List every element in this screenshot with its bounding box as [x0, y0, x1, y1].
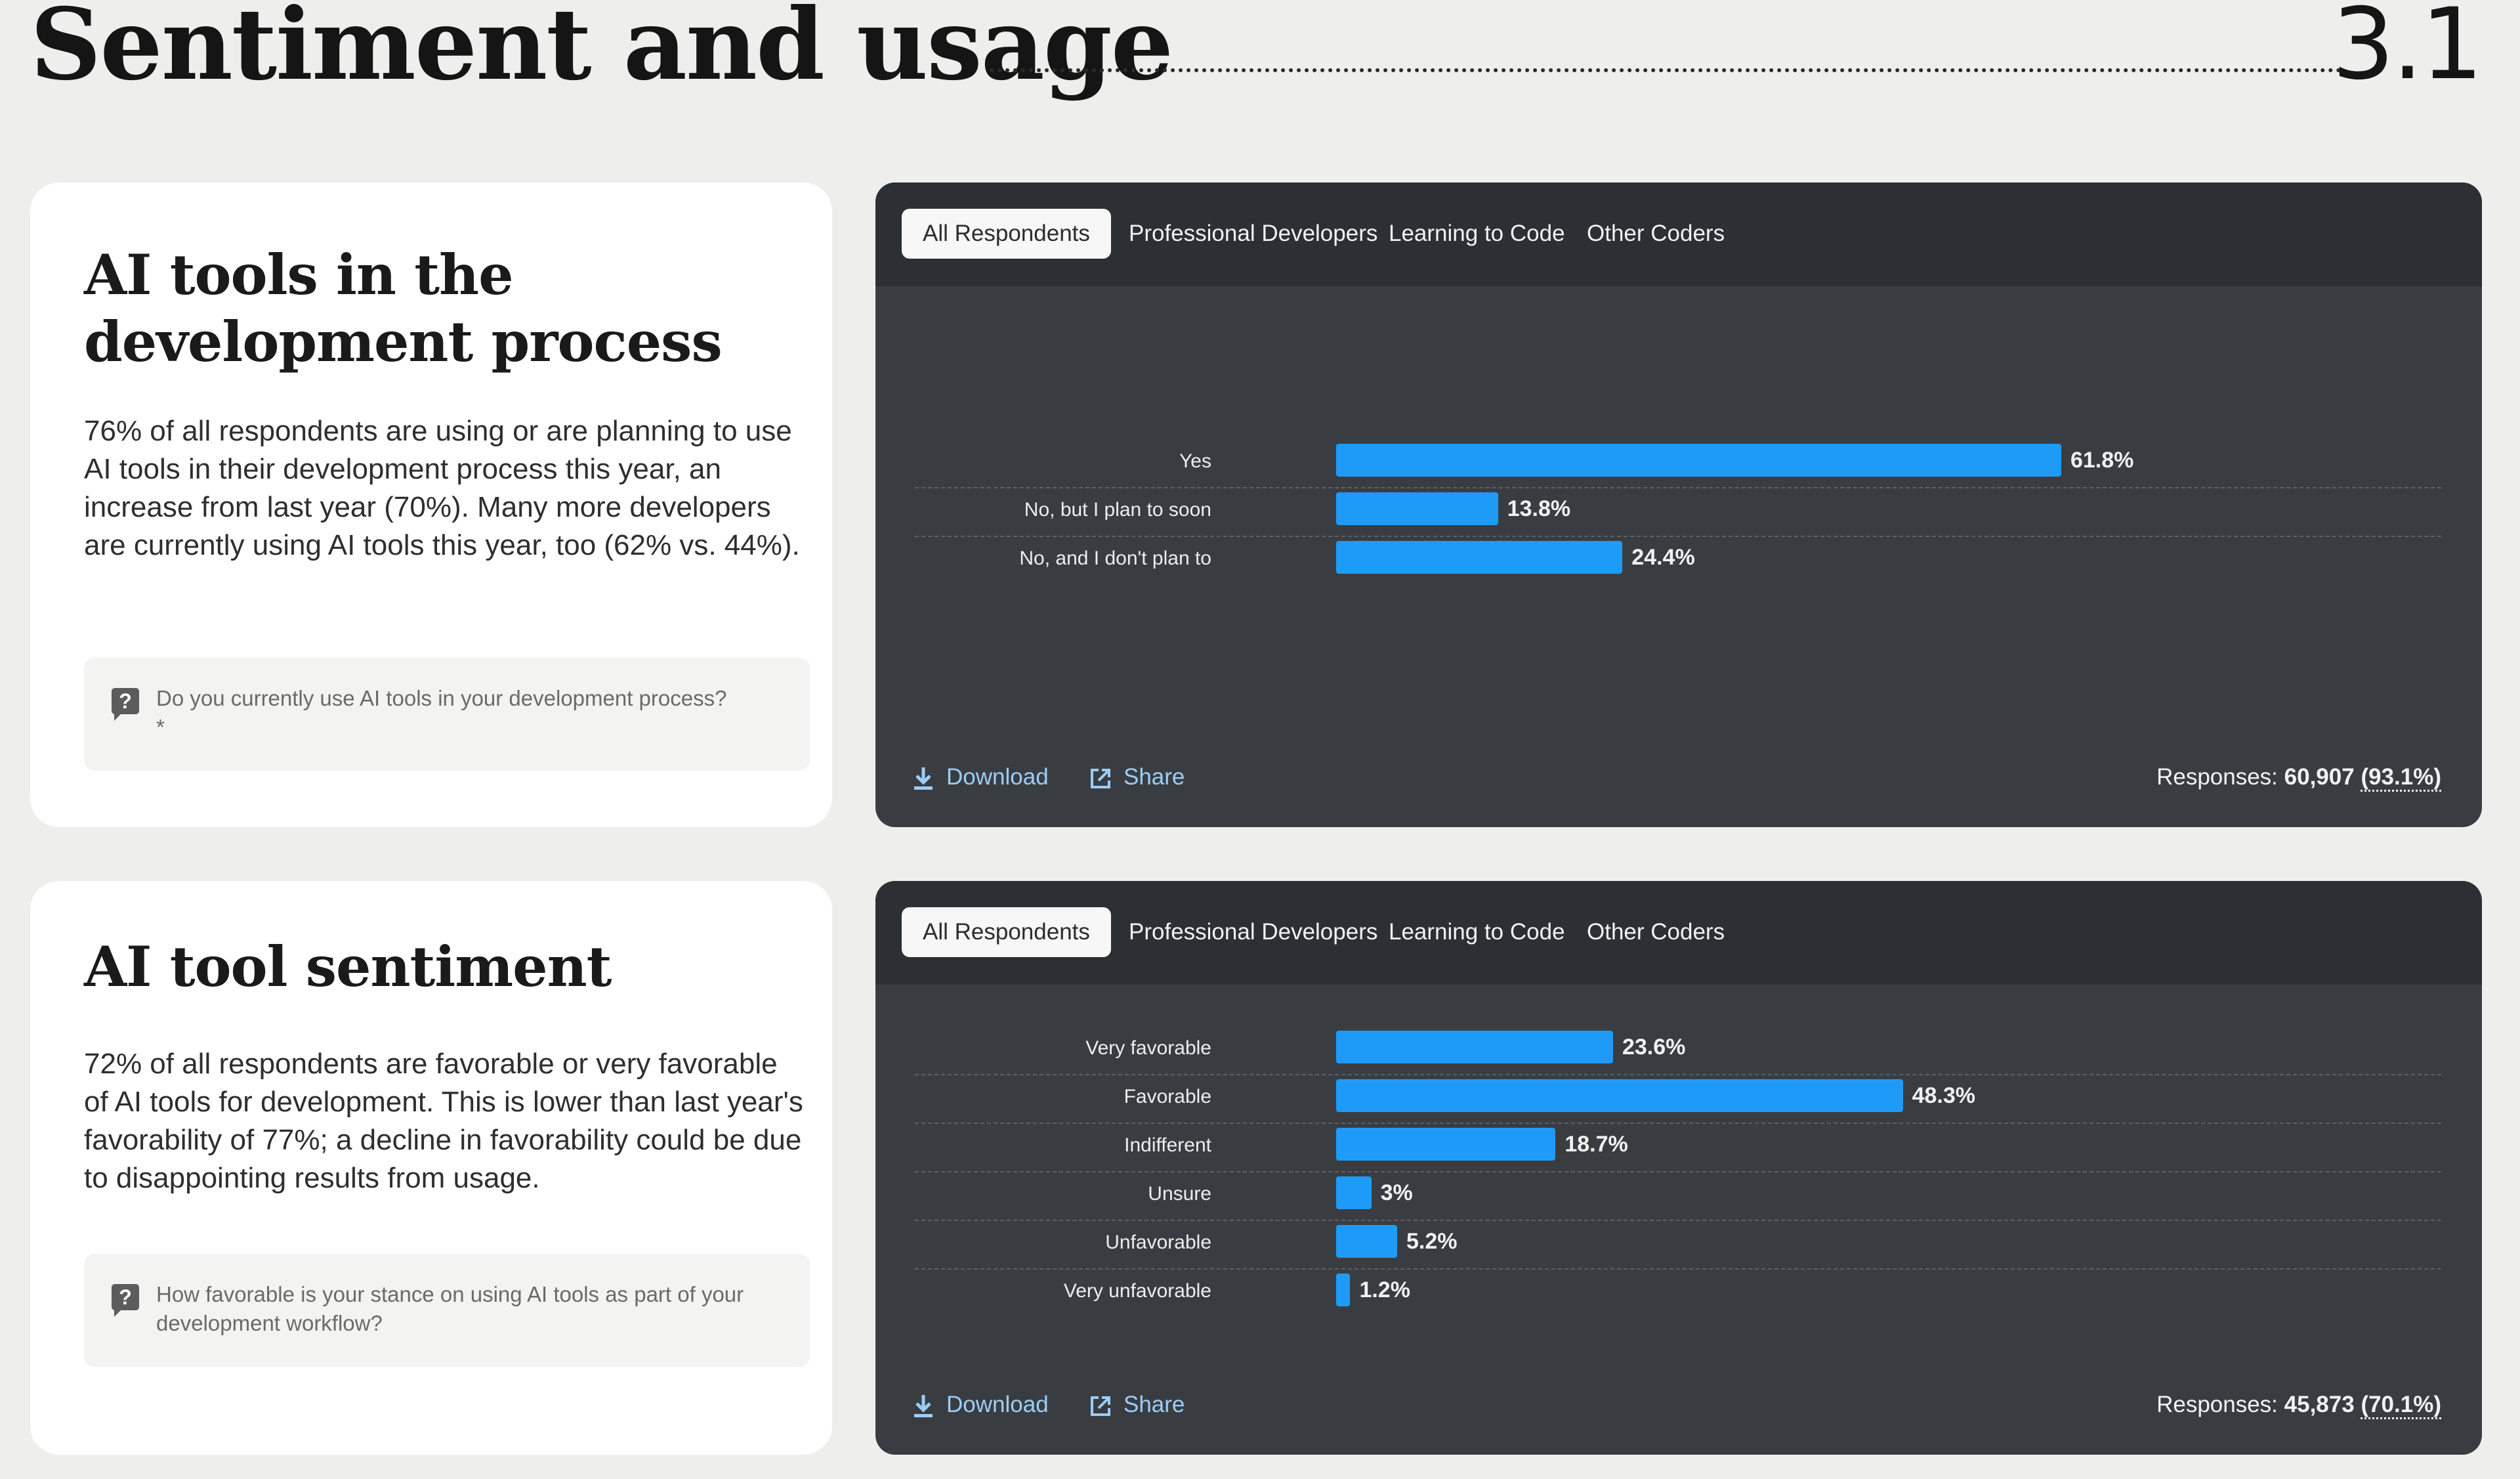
chart-row: Unsure 3% — [915, 1172, 2441, 1221]
bar-category-label: Indifferent — [1124, 1134, 1211, 1156]
bar[interactable] — [1336, 1128, 1556, 1161]
bar[interactable] — [1336, 1079, 1903, 1112]
chart-row: Yes 61.8% — [915, 440, 2441, 488]
row-separator — [915, 1268, 2441, 1270]
tab-professional-developers[interactable]: Professional Developers — [1129, 221, 1378, 246]
bar-category-label: Yes — [1179, 450, 1211, 472]
tab-learning-to-code[interactable]: Learning to Code — [1389, 221, 1565, 246]
chart-row: No, and I don't plan to 24.4% — [915, 537, 2441, 586]
bar-value-label: 3% — [1380, 1180, 1413, 1205]
share-button[interactable]: Share — [1089, 1385, 1185, 1425]
download-button[interactable]: Download — [912, 758, 1049, 797]
section-number: 3.1 — [2332, 0, 2483, 102]
row-separator — [915, 487, 2441, 488]
responses-summary: Responses: 45,873 (70.1%) — [2156, 1385, 2441, 1425]
chart-row: Favorable 48.3% — [915, 1075, 2441, 1124]
share-icon — [1091, 1396, 1110, 1416]
bar-value-label: 5.2% — [1406, 1229, 1458, 1254]
download-icon — [914, 767, 933, 790]
bar[interactable] — [1336, 1031, 1613, 1063]
chart-row: Very unfavorable 1.2% — [915, 1270, 2441, 1318]
bar[interactable] — [1336, 1176, 1372, 1209]
bar[interactable] — [1336, 1225, 1397, 1258]
survey-question-text: Do you currently use AI tools in your de… — [156, 686, 727, 739]
chart-row: Very favorable 23.6% — [915, 1027, 2441, 1075]
chart-row: Indifferent 18.7% — [915, 1124, 2441, 1172]
survey-question-text: How favorable is your stance on using AI… — [156, 1282, 744, 1335]
row-separator — [915, 1123, 2441, 1124]
share-button[interactable]: Share — [1089, 758, 1185, 797]
bar[interactable] — [1336, 492, 1498, 525]
bar-value-label: 18.7% — [1564, 1132, 1628, 1157]
download-button[interactable]: Download — [912, 1385, 1049, 1425]
tab-all-respondents[interactable]: All Respondents — [902, 209, 1111, 259]
share-icon — [1091, 768, 1110, 788]
bar-value-label: 13.8% — [1507, 496, 1571, 521]
section-description: 72% of all respondents are favorable or … — [84, 1048, 803, 1194]
bar-value-label: 61.8% — [2070, 448, 2134, 473]
section-heading: AI tools in the development process — [84, 242, 723, 374]
respondent-tabs: All Respondents Professional Developers … — [875, 881, 2482, 985]
section-card-ai-tools-usage: AI tools in the development process 76% … — [30, 182, 832, 827]
respondent-tabs: All Respondents Professional Developers … — [875, 182, 2482, 286]
section-heading: AI tool sentiment — [84, 934, 612, 999]
survey-question-box: ? Do you currently use AI tools in your … — [84, 658, 810, 771]
tab-all-respondents[interactable]: All Respondents — [902, 907, 1111, 957]
title-leader-dots — [990, 68, 2342, 72]
bar-category-label: Very unfavorable — [1063, 1280, 1211, 1302]
bar-value-label: 48.3% — [1912, 1083, 1975, 1108]
chart-row: No, but I plan to soon 13.8% — [915, 488, 2441, 537]
row-separator — [915, 1220, 2441, 1221]
question-bubble-icon: ? — [112, 688, 139, 721]
bar-value-label: 24.4% — [1631, 545, 1695, 570]
row-separator — [915, 1074, 2441, 1075]
chart-panel-ai-tools-usage: All Respondents Professional Developers … — [875, 182, 2482, 827]
bar[interactable] — [1336, 541, 1623, 574]
section-description: 76% of all respondents are using or are … — [84, 415, 800, 561]
tab-professional-developers[interactable]: Professional Developers — [1129, 919, 1378, 945]
responses-summary: Responses: 60,907 (93.1%) — [2156, 758, 2441, 797]
bar-category-label: No, but I plan to soon — [1024, 499, 1211, 521]
download-icon — [914, 1394, 933, 1417]
chart-row: Unfavorable 5.2% — [915, 1221, 2441, 1270]
page-title: Sentiment and usage — [30, 0, 1173, 102]
tab-other-coders[interactable]: Other Coders — [1587, 221, 1725, 246]
bar-category-label: Favorable — [1124, 1086, 1211, 1107]
bar-category-label: No, and I don't plan to — [1019, 547, 1211, 569]
bar-category-label: Very favorable — [1085, 1037, 1211, 1059]
bar[interactable] — [1336, 444, 2061, 477]
chart-footer: Download Share Responses: 60,907 (93.1%) — [875, 758, 2482, 797]
chart-panel-ai-sentiment: All Respondents Professional Developers … — [875, 881, 2482, 1455]
chart-footer: Download Share Responses: 45,873 (70.1%) — [875, 1385, 2482, 1425]
question-bubble-icon: ? — [112, 1284, 139, 1317]
row-separator — [915, 1171, 2441, 1172]
section-card-ai-sentiment: AI tool sentiment 72% of all respondents… — [30, 881, 832, 1455]
survey-question-box: ? How favorable is your stance on using … — [84, 1254, 810, 1367]
tab-learning-to-code[interactable]: Learning to Code — [1389, 919, 1565, 945]
row-separator — [915, 536, 2441, 537]
bar-value-label: 23.6% — [1622, 1035, 1686, 1060]
bar-value-label: 1.2% — [1359, 1277, 1410, 1302]
tab-other-coders[interactable]: Other Coders — [1587, 919, 1725, 945]
bar-category-label: Unsure — [1148, 1183, 1211, 1205]
bar[interactable] — [1336, 1274, 1351, 1306]
bar-category-label: Unfavorable — [1105, 1232, 1211, 1253]
